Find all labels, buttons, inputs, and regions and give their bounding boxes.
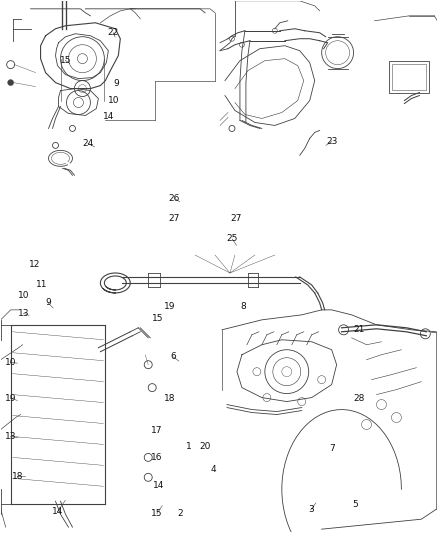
Text: 9: 9 [113, 79, 119, 88]
Text: 24: 24 [82, 139, 94, 148]
Text: 18: 18 [164, 394, 176, 403]
Text: 4: 4 [211, 465, 216, 474]
Text: 19: 19 [4, 394, 16, 403]
Text: 15: 15 [151, 509, 163, 518]
Bar [389, 61, 429, 93]
Text: 15: 15 [60, 56, 71, 65]
Text: 5: 5 [352, 500, 358, 509]
Text: 19: 19 [164, 302, 176, 311]
Text: 25: 25 [226, 235, 238, 244]
Text: 1: 1 [187, 441, 192, 450]
Text: 27: 27 [230, 214, 241, 223]
Text: 14: 14 [52, 507, 63, 516]
Text: 15: 15 [152, 314, 164, 323]
Bar [392, 63, 426, 90]
Text: 11: 11 [36, 279, 48, 288]
Text: 14: 14 [153, 481, 164, 490]
Text: 27: 27 [169, 214, 180, 223]
Text: 26: 26 [169, 194, 180, 203]
Text: 10: 10 [108, 96, 119, 105]
Text: 13: 13 [4, 432, 16, 441]
Circle shape [8, 79, 14, 86]
Text: 21: 21 [353, 325, 364, 334]
Text: 10: 10 [4, 358, 16, 367]
Text: 9: 9 [45, 298, 51, 307]
Text: 17: 17 [151, 426, 163, 434]
Text: 23: 23 [326, 137, 337, 146]
Text: 13: 13 [18, 309, 29, 318]
Text: 14: 14 [103, 112, 115, 121]
Text: 28: 28 [353, 394, 364, 403]
Text: 8: 8 [240, 302, 246, 311]
Text: 2: 2 [178, 509, 184, 518]
Text: 10: 10 [18, 291, 29, 300]
Text: 12: 12 [29, 261, 40, 269]
Text: 22: 22 [108, 28, 119, 37]
Text: 7: 7 [330, 443, 336, 453]
Text: 16: 16 [151, 453, 163, 462]
Text: 18: 18 [11, 472, 23, 481]
Text: 6: 6 [170, 352, 176, 361]
Text: 20: 20 [199, 441, 211, 450]
Text: 3: 3 [308, 505, 314, 514]
